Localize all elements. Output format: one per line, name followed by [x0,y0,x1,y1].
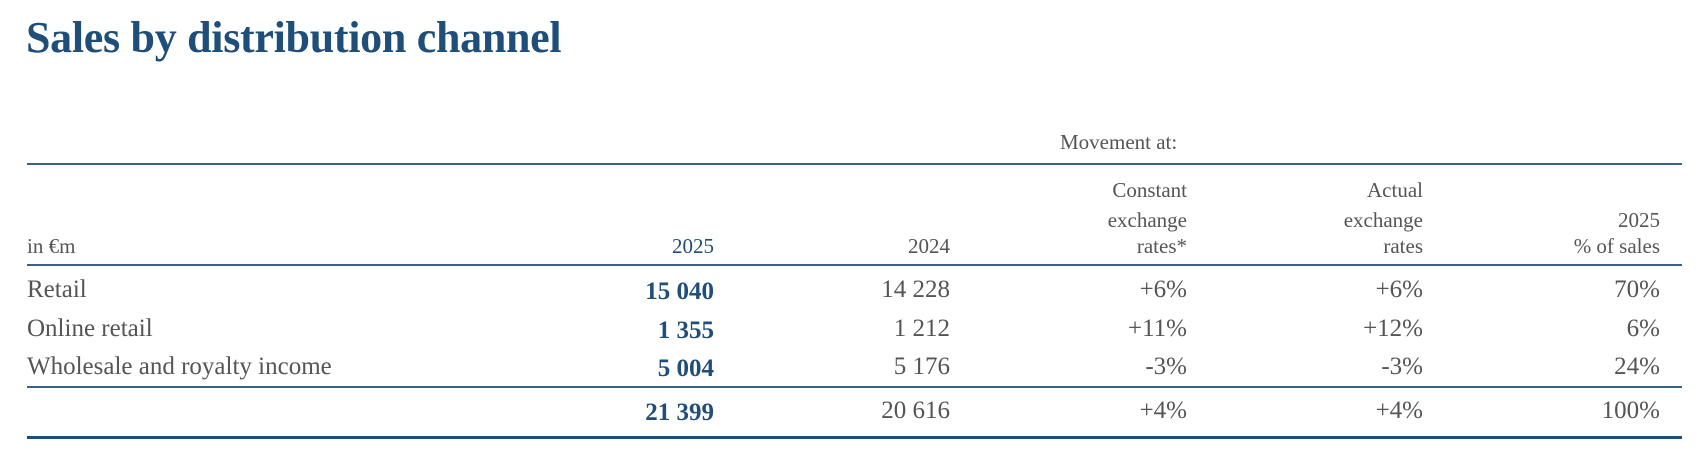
total-share: 100% [1601,397,1660,424]
header-share-line2: % of sales [1573,234,1660,258]
value-constant: +11% [1128,315,1187,342]
value-share: 70% [1614,276,1660,303]
total-2024: 20 616 [881,397,950,424]
row-label: Online retail [27,315,153,342]
header-2024: 2024 [908,234,950,258]
row-label: Wholesale and royalty income [27,353,332,380]
header-constant-line3: rates* [1136,234,1187,258]
total-actual: +4% [1375,397,1423,424]
page-title: Sales by distribution channel [26,13,562,62]
header-constant-line2: exchange [1107,208,1187,232]
value-2024: 14 228 [881,276,950,303]
table-bottom-rule [27,436,1682,439]
value-2025: 5 004 [657,355,714,382]
total-constant: +4% [1139,397,1187,424]
value-2025: 1 355 [657,317,714,344]
header-actual-line2: exchange [1343,208,1423,232]
value-2024: 1 212 [893,315,950,342]
header-actual-line1: Actual [1367,178,1423,202]
value-actual: -3% [1381,353,1423,380]
movement-group-header: Movement at: [1060,130,1178,154]
value-2024: 5 176 [893,353,950,380]
header-unit: in €m [27,234,76,258]
value-actual: +12% [1363,315,1423,342]
row-label: Retail [27,276,87,303]
value-actual: +6% [1375,276,1423,303]
header-actual-line3: rates [1383,234,1423,258]
header-2025: 2025 [672,234,714,258]
total-2025: 21 399 [645,399,714,426]
header-constant-line1: Constant [1112,178,1187,202]
value-share: 6% [1626,315,1660,342]
value-2025: 15 040 [645,278,714,305]
header-share-line1: 2025 [1618,208,1660,232]
value-share: 24% [1614,353,1660,380]
total-top-rule [27,386,1682,388]
header-bottom-rule [27,264,1682,266]
value-constant: -3% [1145,353,1187,380]
table-top-rule [27,163,1682,165]
value-constant: +6% [1139,276,1187,303]
